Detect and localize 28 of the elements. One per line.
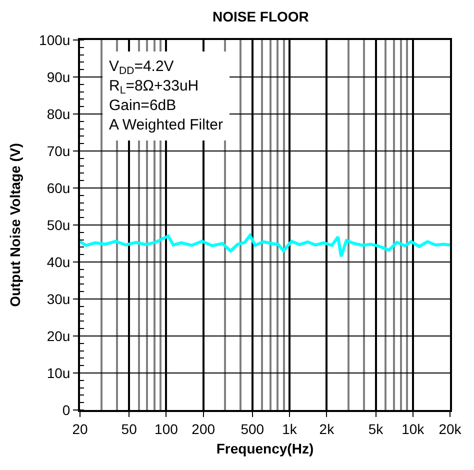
y-tick-label: 40u (46, 254, 70, 270)
x-axis-title: Frequency(Hz) (216, 440, 314, 457)
x-tick-label: 10k (402, 420, 426, 437)
y-tick-label: 30u (46, 290, 70, 307)
x-tick-label: 500 (240, 420, 264, 437)
y-tick-label: 70u (46, 142, 70, 159)
x-tick-label: 1k (282, 420, 298, 437)
y-tick-label: 10u (46, 364, 70, 381)
x-tick-label: 20 (72, 420, 88, 437)
y-axis-title: Output Noise Voltage (V) (7, 143, 24, 307)
y-tick-label: 20u (46, 328, 70, 344)
x-tick-label: 200 (192, 420, 216, 437)
x-tick-label: 50 (121, 420, 138, 437)
annotation: A Weighted Filter (109, 116, 223, 134)
chart-title: NOISE FLOOR (212, 8, 309, 25)
y-tick-label: 60u (46, 180, 70, 196)
x-tick-label: 2k (319, 420, 336, 437)
annotation: V$_{DD}$=4.2V (109, 58, 174, 78)
x-tick-label: 20k (438, 420, 462, 437)
x-tick-label: 100 (154, 420, 178, 437)
annotation: R$_{L}$=8Ω+33uH (109, 78, 199, 97)
annotation: Gain=6dB (109, 97, 176, 114)
y-tick-label: 90u (46, 68, 70, 85)
y-tick-label: 0 (62, 402, 70, 418)
y-tick-label: 80u (46, 106, 70, 122)
x-tick-label: 5k (368, 420, 384, 437)
y-tick-label: 50u (46, 216, 70, 233)
y-tick-label: 100u (39, 32, 70, 48)
